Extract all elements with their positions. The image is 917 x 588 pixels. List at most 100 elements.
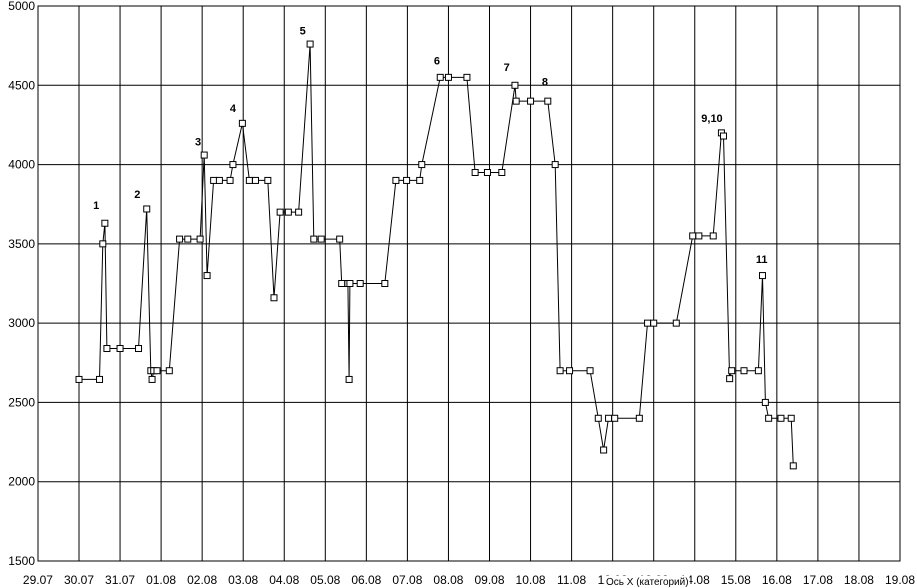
annotation-label: 6 [434,56,440,68]
x-tick-label: 09.08 [474,573,504,587]
x-axis-label: Ось X (категорий) [606,577,689,588]
annotation-label: 2 [134,189,140,201]
y-axis-ticks: 1500 2000 2500 3000 3500 4000 4500 5000 [8,0,35,568]
data-point-marker [650,319,658,327]
y-tick-label: 3000 [8,316,35,330]
data-point-marker [719,132,727,140]
x-tick-label: 08.08 [433,573,463,587]
data-point-marker [416,176,424,184]
data-point-marker [605,414,613,422]
data-point-marker [498,169,506,176]
data-point-marker [345,375,353,383]
data-point-marker [203,272,211,280]
data-point-marker [789,462,797,470]
x-axis-label-background [605,576,690,588]
data-point-marker [143,205,151,213]
x-tick-label: 04.08 [269,573,299,587]
annotation-label: 9,10 [701,113,722,125]
data-point-marker [276,208,284,216]
data-point-marker [184,235,192,243]
data-point-marker [765,414,773,422]
data-point-marker [672,319,680,327]
x-tick-label: 03.08 [228,573,258,587]
data-point-marker [527,97,535,105]
data-point-marker [306,40,314,48]
data-point-marker [336,235,344,243]
data-point-marker [295,208,303,216]
annotations: 1 2 3 4 5 6 7 8 9,10 11 [93,26,767,266]
gridlines [37,5,901,562]
data-point-marker [483,169,491,176]
data-point-marker [210,176,218,184]
data-point-marker [418,161,426,169]
data-point-marker [270,294,278,302]
x-tick-label: 07.08 [392,573,422,587]
annotation-label: 5 [300,26,306,38]
series-group [75,40,797,470]
x-axis-ticks: 29.07 30.07 31.07 01.08 02.08 03.08 04.08 05.08… [23,573,915,587]
data-point-marker [586,367,594,375]
data-point-marker [96,375,104,383]
data-point-marker [544,97,552,105]
data-point-marker [761,398,769,406]
data-point-marker [264,176,272,184]
x-tick-label: 19.08 [885,573,915,587]
x-tick-label: 10.08 [516,573,546,587]
y-tick-label: 2000 [8,475,35,489]
data-point-marker [787,414,795,422]
x-tick-label: 18.08 [844,573,874,587]
data-point-marker [726,375,734,383]
data-point-marker [754,367,762,375]
data-point-marker [600,446,608,454]
x-tick-label: 15.08 [721,573,751,587]
data-point-marker [444,73,452,81]
data-point-marker [594,414,602,422]
x-tick-label: 11.08 [557,573,586,587]
x-tick-label: 05.08 [310,573,340,587]
data-point-marker [356,280,364,287]
data-point-marker [75,375,83,383]
x-tick-label: 02.08 [187,573,217,587]
data-point-marker [436,73,444,81]
data-point-marker [566,367,574,375]
annotation-label: 11 [756,254,768,266]
data-point-marker [463,73,471,81]
x-tick-label: 01.08 [146,573,176,587]
data-point-marker [758,272,766,280]
data-point-marker [99,240,107,248]
data-point-marker [551,161,559,169]
data-point-marker [512,97,520,105]
y-tick-label: 3500 [8,237,35,251]
data-point-marker [245,176,253,184]
data-point-marker [338,280,346,287]
y-tick-label: 5000 [8,0,35,13]
data-point-marker [252,176,260,184]
y-tick-label: 4500 [8,78,35,92]
data-point-marker [101,219,109,227]
data-point-marker [728,367,736,375]
data-point-marker [229,161,237,169]
data-point-marker [215,176,223,184]
y-tick-label: 4000 [8,158,35,172]
data-point-marker [200,151,208,159]
data-point-marker [310,235,318,243]
data-point-marker [153,367,161,375]
data-point-marker [403,176,411,184]
data-point-marker [644,319,652,327]
x-tick-label: 30.07 [64,573,94,587]
data-point-marker [381,280,389,287]
x-tick-label: 06.08 [351,573,381,587]
annotation-label: 4 [230,103,237,115]
y-tick-label: 2500 [8,395,35,409]
data-point-marker [695,232,703,240]
data-point-marker [346,280,354,287]
data-point-marker [635,414,643,422]
annotation-label: 1 [93,200,99,212]
data-point-marker [392,176,400,184]
data-point-marker [226,176,234,184]
data-point-marker [284,208,292,216]
data-point-marker [103,345,111,353]
data-point-marker [196,235,204,243]
annotation-label: 8 [542,76,548,88]
